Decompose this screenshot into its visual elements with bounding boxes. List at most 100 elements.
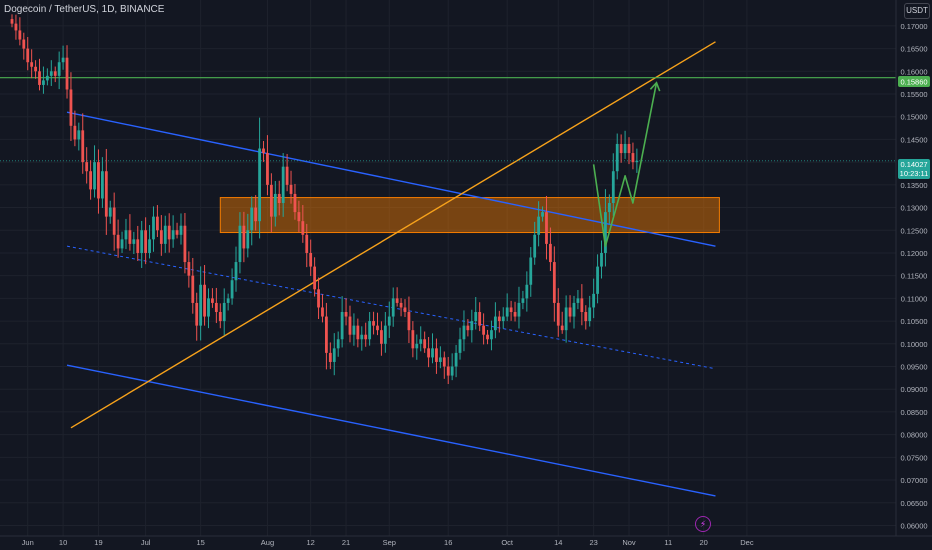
candle-body: [336, 339, 340, 349]
candle-body: [490, 330, 493, 340]
candle-body: [325, 316, 328, 353]
time-axis-panel[interactable]: [0, 536, 932, 550]
candle-body: [301, 221, 305, 235]
candle-body: [478, 312, 482, 326]
candle-body: [34, 66, 37, 72]
candle-body: [588, 307, 592, 322]
currency-unit-button[interactable]: USDT: [904, 3, 930, 19]
candle-body: [26, 48, 30, 63]
candle-body: [529, 257, 533, 285]
candle-body: [505, 307, 509, 317]
candle-body: [482, 325, 485, 335]
projection-path-line: [592, 82, 658, 247]
candle-body: [403, 307, 407, 313]
candle-body: [179, 225, 183, 235]
price-tick-label: 0.13000: [900, 204, 927, 213]
candle-body: [136, 239, 140, 253]
lightning-icon[interactable]: ⚡: [695, 516, 711, 532]
candle-body: [120, 239, 124, 249]
candle-body: [140, 230, 144, 253]
price-tick-label: 0.07000: [900, 476, 927, 485]
last-price-label: 0.14027: [900, 160, 927, 169]
time-tick-label: Jun: [22, 538, 34, 547]
candle-body: [321, 307, 324, 317]
symbol-title[interactable]: Dogecoin / TetherUS, 1D, BINANCE: [4, 4, 165, 15]
candle-body: [53, 71, 57, 76]
candle-body: [104, 171, 108, 217]
time-tick-label: Oct: [501, 538, 514, 547]
grid: [0, 0, 896, 536]
candle-body: [470, 321, 474, 331]
candle-body: [352, 325, 356, 335]
price-tick-label: 0.11500: [901, 272, 928, 281]
candle-body: [222, 302, 226, 322]
price-tick-label: 0.15500: [900, 90, 927, 99]
projection: [592, 81, 661, 247]
candle-body: [493, 316, 497, 331]
candle-body: [45, 75, 49, 81]
candle-body: [541, 212, 544, 217]
candle-body: [289, 184, 293, 194]
candle-body: [242, 225, 246, 249]
candle-body: [132, 239, 136, 244]
time-tick-label: 11: [664, 538, 672, 547]
price-tick-label: 0.06500: [900, 499, 927, 508]
price-tick-label: 0.12500: [900, 226, 927, 235]
candle-body: [18, 30, 22, 40]
time-tick-label: 21: [342, 538, 350, 547]
candle-body: [238, 225, 242, 263]
candle-body: [273, 193, 277, 217]
candle-body: [85, 162, 89, 172]
candle-body: [552, 262, 556, 303]
candle-body: [124, 230, 128, 240]
candle-body: [564, 307, 568, 331]
candle-body: [156, 216, 159, 231]
candle-body: [446, 366, 450, 376]
time-tick-label: 20: [700, 538, 708, 547]
price-tick-label: 0.09500: [900, 363, 927, 372]
candle-body: [246, 230, 250, 249]
candle-body: [317, 289, 320, 308]
price-tick-label: 0.11000: [901, 294, 928, 303]
candle-body: [93, 162, 96, 190]
candle-body: [266, 153, 269, 185]
candle-body: [65, 57, 69, 90]
last-price-tag: [898, 159, 930, 179]
candle-body: [30, 62, 34, 67]
candle-body: [419, 339, 423, 344]
candle-body: [100, 171, 104, 199]
candle-body: [313, 266, 317, 290]
candle-body: [423, 339, 427, 349]
candle-body: [521, 298, 525, 303]
candle-body: [584, 312, 588, 322]
candle-body: [226, 298, 230, 303]
time-tick-label: Nov: [622, 538, 636, 547]
candle-body: [57, 62, 61, 76]
candle-body: [344, 312, 348, 317]
candle-body: [195, 302, 199, 326]
candle-body: [277, 193, 281, 204]
time-tick-label: 16: [444, 538, 452, 547]
candle-body: [73, 125, 77, 140]
candle-body: [364, 334, 368, 340]
candle-body: [576, 298, 580, 303]
candle-body: [395, 298, 399, 303]
candle-body: [545, 212, 548, 244]
candle-body: [517, 302, 521, 317]
candle-body: [22, 39, 26, 49]
candle-body: [305, 234, 309, 253]
candle-body: [81, 130, 85, 163]
candle-body: [619, 143, 623, 154]
price-tick-label: 0.07500: [900, 453, 927, 462]
candle-body: [474, 312, 478, 322]
candle-body: [399, 302, 403, 308]
drawing-lines: [0, 41, 896, 497]
candle-body: [175, 230, 179, 235]
candle-body: [604, 212, 607, 253]
time-tick-label: Jul: [141, 538, 151, 547]
candle-body: [607, 203, 611, 213]
price-axis-panel[interactable]: [896, 0, 932, 550]
price-tick-label: 0.16000: [900, 67, 927, 76]
candle-body: [187, 262, 191, 276]
